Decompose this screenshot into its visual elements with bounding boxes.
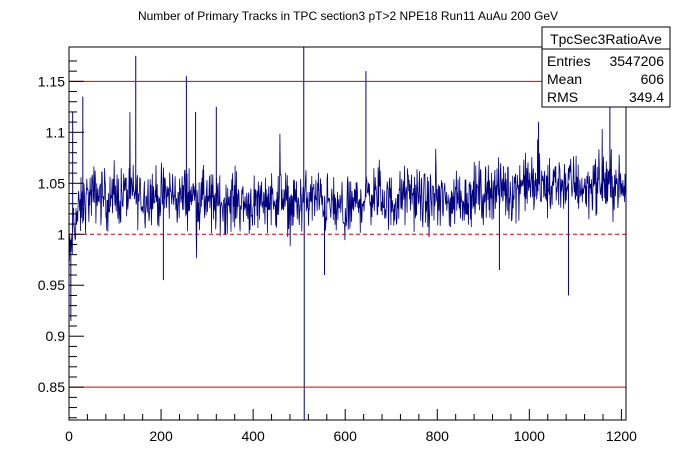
stats-value-mean: 606 — [641, 71, 665, 87]
y-tick-label: 0.9 — [46, 328, 66, 344]
stats-box: TpcSec3RatioAve Entries 3547206 Mean 606… — [541, 26, 671, 108]
y-tick-label: 1.05 — [38, 175, 65, 191]
y-tick-label: 0.85 — [38, 379, 65, 395]
y-tick-label: 1.1 — [46, 124, 66, 140]
x-tick-label: 1200 — [606, 428, 637, 444]
chart-title: Number of Primary Tracks in TPC section3… — [138, 9, 558, 23]
x-tick-label: 600 — [334, 428, 358, 444]
stats-label-rms: RMS — [547, 89, 578, 105]
x-tick-label: 1000 — [514, 428, 545, 444]
x-tick-label: 400 — [241, 428, 265, 444]
x-tick-label: 200 — [149, 428, 173, 444]
y-tick-label: 0.95 — [38, 277, 65, 293]
stats-value-rms: 349.4 — [629, 89, 664, 105]
plot-area — [68, 47, 627, 420]
stats-label-mean: Mean — [547, 71, 582, 87]
stats-label-entries: Entries — [547, 53, 591, 69]
stats-value-entries: 3547206 — [609, 53, 664, 69]
x-tick-label: 0 — [65, 428, 73, 444]
stats-box-name: TpcSec3RatioAve — [550, 31, 662, 47]
histogram-series — [68, 111, 627, 263]
stats-box-frame — [541, 26, 671, 108]
plot-frame — [68, 46, 627, 421]
x-tick-label: 800 — [426, 428, 450, 444]
axes: 0 200 400 600 800 1000 1200 0.85 0.9 0.95 1 1.05 1.1… — [38, 46, 637, 444]
y-tick-label: 1.15 — [38, 73, 65, 89]
y-tick-label: 1 — [57, 226, 65, 242]
